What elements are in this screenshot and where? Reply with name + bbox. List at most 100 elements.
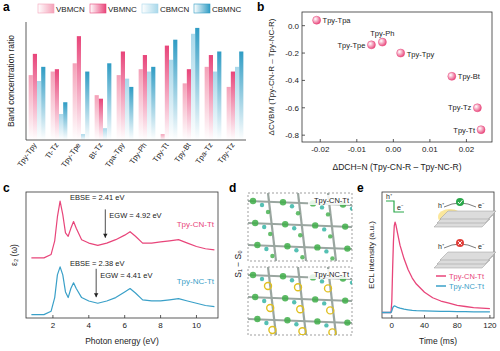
y-tick	[302, 135, 305, 136]
bar	[107, 63, 111, 140]
y-tick	[302, 80, 305, 81]
y-axis-label: ε₂ (ω)	[9, 244, 19, 266]
x-tick-label: 0.01	[422, 145, 438, 154]
x-tick-label: 6	[122, 321, 127, 330]
panel-label: a	[3, 0, 10, 14]
x-tick	[466, 139, 467, 142]
x-tick-label: 0.00	[386, 145, 402, 154]
orbital-lobe	[342, 297, 348, 303]
bar	[205, 67, 209, 140]
orbital-lobe	[324, 249, 328, 253]
point-label: Tpy-Tt	[453, 126, 476, 135]
bar	[85, 72, 89, 140]
label-bg	[308, 269, 350, 279]
orbital-ring	[325, 285, 332, 292]
orbital-lobe	[284, 243, 290, 249]
category-label: Tpa-Tz	[194, 141, 215, 166]
orbital-lobe	[292, 226, 296, 230]
scatter-point	[313, 16, 321, 24]
x-tick-label: 0	[390, 321, 395, 330]
bar	[227, 87, 231, 140]
bar	[103, 128, 107, 140]
x-tick-label: 2	[51, 321, 56, 330]
category-label: Tpy-Bt	[173, 140, 194, 164]
x-tick-label: 80	[453, 321, 462, 330]
pulse-label: e⁻	[397, 204, 404, 211]
orbital-lobe	[250, 272, 256, 278]
orbital-lobe	[330, 256, 334, 260]
legend-label: Tpy-NC-Tt	[449, 282, 485, 291]
orbital-lobe	[350, 280, 352, 284]
orbital-ring	[297, 306, 304, 313]
lattice-link	[248, 319, 352, 323]
y-tick	[302, 25, 305, 26]
category-label: Tpy-Tz	[216, 141, 237, 165]
image-label: Tpy-NC-Tt	[314, 270, 350, 279]
orbital-lobe	[262, 299, 266, 303]
orbital-lobe	[294, 322, 298, 326]
bar	[231, 72, 235, 140]
scatter-point	[477, 126, 485, 134]
x-tick	[196, 315, 197, 318]
x-tick-label: 120	[483, 321, 497, 330]
x-tick	[356, 139, 357, 142]
x-axis-label: Time (ms)	[419, 336, 457, 346]
legend-label: VBMCN	[56, 5, 85, 14]
bar	[143, 55, 147, 140]
orbital-ring	[327, 307, 334, 314]
point-label: Tpy-Tz	[448, 103, 472, 112]
bar	[95, 95, 99, 140]
orbital-ring	[265, 283, 272, 290]
orbital-lobe	[284, 317, 290, 323]
x-axis-label: Photon energy (eV)	[85, 336, 159, 346]
plot-frame	[302, 12, 492, 142]
orbital-lobe	[314, 318, 320, 324]
orbital-lobe	[320, 205, 324, 209]
bar	[121, 52, 125, 141]
annotation-arrow	[96, 269, 97, 297]
inset-label: h⁺	[438, 202, 445, 209]
orbital-lobe	[260, 203, 264, 207]
category-label: Tpy-Tpe	[59, 141, 82, 169]
orbital-lobe	[264, 321, 268, 325]
bar	[217, 52, 221, 141]
arrow-head	[94, 293, 98, 297]
figure: aVBMCNVBMNCCBMCNCBMNCTpy-TpyTt-TzTpy-Tpe…	[0, 0, 500, 351]
orbital-lobe	[290, 278, 294, 282]
orbital-lobe	[298, 233, 302, 237]
x-tick-label: 4	[87, 321, 92, 330]
sheet	[440, 252, 496, 260]
sheet	[440, 211, 496, 219]
orbital-lobe	[290, 204, 294, 208]
orbital-lobe	[320, 279, 324, 283]
orbital-lobe	[280, 273, 286, 279]
point-label: Tpy-Tpa	[323, 16, 352, 25]
scatter-point	[448, 72, 456, 80]
pulse-step	[386, 201, 404, 212]
orbital-lobe	[292, 300, 296, 304]
orbital-lobe	[268, 232, 272, 236]
orbital-lobe	[254, 242, 260, 248]
legend-label: VBMNC	[108, 5, 137, 14]
bar	[173, 40, 177, 140]
orbital-lobe	[344, 245, 350, 251]
x-tick	[457, 315, 458, 318]
cross-mark	[458, 241, 462, 245]
inset-label: h⁺	[438, 243, 445, 250]
x-tick-label: 0.02	[459, 145, 475, 154]
x-tick	[429, 139, 430, 142]
orbital-lobe	[300, 255, 304, 259]
orbital-ring	[329, 329, 336, 335]
scatter-point	[473, 104, 481, 112]
series-label: Tpy-CN-Tt	[177, 220, 215, 229]
point-label: Tpy-Tpy	[407, 50, 435, 59]
y-tick-label: -0.4	[285, 76, 299, 85]
plot-frame	[26, 192, 218, 318]
bar	[73, 63, 77, 140]
label-bg	[308, 195, 350, 205]
orbital-lobe	[282, 221, 288, 227]
bar	[187, 69, 191, 140]
orbital-lobe	[326, 212, 330, 216]
annotation: EBSE = 2.41 eV	[70, 193, 124, 202]
legend-swatch	[90, 4, 106, 13]
